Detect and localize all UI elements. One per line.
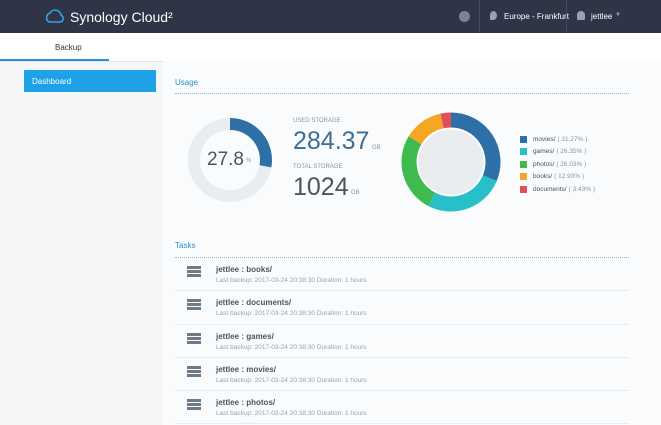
location-icon (490, 11, 497, 20)
legend-name: books/ (533, 173, 553, 181)
tab-label[interactable]: Backup (55, 43, 82, 52)
legend-value: ( 12.93% ) (554, 173, 585, 181)
help-icon[interactable] (459, 11, 470, 22)
task-name[interactable]: jettlee : movies/ (216, 364, 277, 374)
legend-item: books/( 12.93% ) (520, 171, 595, 184)
task-row[interactable]: jettlee : photos/Last backup: 2017-03-24… (175, 391, 629, 425)
legend-name: games/ (533, 148, 555, 156)
legend-swatch (520, 135, 527, 143)
task-name[interactable]: jettlee : documents/ (216, 298, 292, 308)
task-detail: Last backup: 2017-03-24 20:38:30 Duratio… (216, 277, 367, 284)
header: Synology Cloud² Europe - Frankfurt jettl… (0, 0, 661, 33)
task-detail: Last backup: 2017-03-24 20:38:30 Duratio… (216, 310, 367, 318)
legend-swatch (520, 148, 527, 156)
total-unit: GB (351, 190, 360, 196)
section-title: Tasks (175, 241, 196, 250)
donut-segment (450, 112, 501, 181)
server-icon (187, 299, 201, 311)
server-bar (187, 336, 201, 340)
server-bar (187, 303, 201, 307)
legend-name: movies/ (533, 135, 556, 143)
legend-swatch (520, 185, 527, 193)
logo-icon (45, 9, 64, 23)
task-row[interactable]: jettlee : books/Last backup: 2017-03-24 … (175, 258, 629, 292)
task-detail: Last backup: 2017-03-24 20:38:30 Duratio… (216, 410, 367, 418)
server-icon (187, 332, 201, 345)
task-name[interactable]: jettlee : books/ (216, 265, 273, 274)
legend-item: movies/( 31.27% ) (520, 133, 595, 146)
section-title: Usage (175, 78, 199, 87)
gauge (188, 118, 272, 202)
legend-value: ( 26.03% ) (556, 160, 587, 168)
legend-item: documents/( 3.43% ) (520, 183, 595, 196)
task-row[interactable]: jettlee : documents/Last backup: 2017-03… (175, 291, 629, 325)
task-row[interactable]: jettlee : games/Last backup: 2017-03-24 … (175, 325, 629, 358)
legend-name: photos/ (533, 160, 555, 168)
donut-segment (408, 113, 445, 145)
legend: movies/( 31.27% ) games/( 26.35% ) photos/… (520, 133, 595, 196)
sidebar-item[interactable] (24, 70, 156, 92)
gauge-arc (229, 118, 272, 168)
total-value: 1024 (293, 173, 349, 201)
server-bar (187, 266, 201, 269)
legend-item: photos/( 26.03% ) (520, 158, 595, 171)
legend-swatch (520, 160, 527, 168)
user-caret[interactable]: ▼ (615, 12, 621, 18)
donut-segment (428, 174, 497, 212)
server-bar (187, 332, 201, 336)
server-bar (187, 340, 201, 344)
task-detail: Last backup: 2017-03-24 20:38:30 Duratio… (216, 343, 367, 351)
location[interactable]: Europe - Frankfurt (504, 12, 569, 21)
tab[interactable] (0, 33, 109, 61)
user[interactable]: jettlee (591, 12, 613, 21)
donut-segment (401, 136, 436, 206)
server-bar (187, 403, 201, 407)
gauge-value: 27.8 (207, 149, 244, 170)
server-bar (187, 270, 201, 273)
task-detail: Last backup: 2017-03-24 20:38:30 Duratio… (216, 376, 367, 384)
sidebar-label[interactable]: Dashboard (32, 77, 72, 86)
server-bar (187, 399, 201, 403)
legend-name: documents/ (533, 185, 567, 193)
legend-value: ( 26.35% ) (556, 148, 587, 156)
task-name[interactable]: jettlee : games/ (216, 331, 274, 341)
legend-value: ( 3.43% ) (568, 185, 595, 193)
server-bar (187, 307, 201, 311)
logo: Synology Cloud² (70, 9, 173, 25)
server-bar (187, 407, 201, 411)
used-unit: GB (372, 145, 381, 151)
server-bar (187, 299, 201, 303)
server-bar (187, 365, 201, 369)
legend-value: ( 31.27% ) (557, 135, 588, 143)
tab-bar: Backup (0, 33, 661, 62)
task-row[interactable]: jettlee : movies/Last backup: 2017-03-24… (175, 358, 629, 392)
used-value: 284.37 (293, 127, 370, 155)
donut-segment (440, 112, 452, 129)
server-bar (187, 369, 201, 373)
task-name[interactable]: jettlee : photos/ (216, 398, 276, 408)
donut-center (415, 126, 487, 198)
task-list: jettlee : books/Last backup: 2017-03-24 … (175, 258, 629, 425)
server-icon (187, 365, 201, 378)
used-label: USED STORAGE (293, 118, 341, 124)
donut (401, 112, 501, 212)
server-bar (187, 373, 201, 377)
server-icon (187, 399, 201, 411)
total-label: TOTAL STORAGE (293, 164, 343, 170)
legend-item: games/( 26.35% ) (520, 146, 595, 159)
legend-swatch (520, 173, 527, 181)
server-icon (187, 266, 201, 278)
server-bar (187, 274, 201, 277)
user-icon (577, 11, 585, 20)
gauge-unit: % (246, 158, 252, 164)
